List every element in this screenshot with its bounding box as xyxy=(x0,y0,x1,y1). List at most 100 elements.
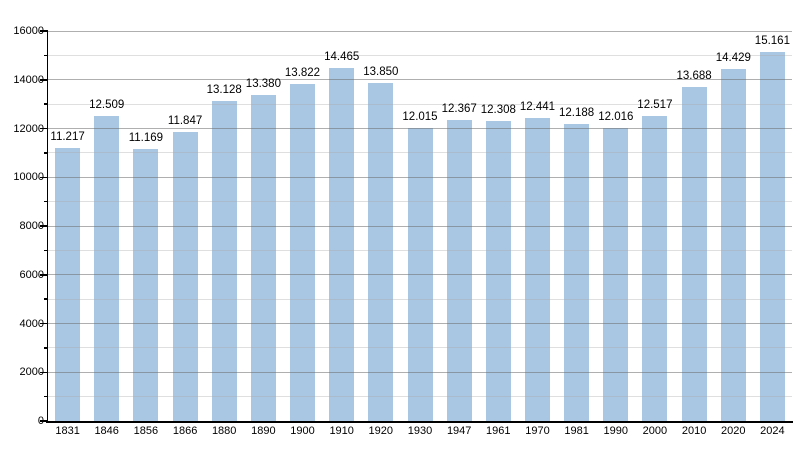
y-axis-tick xyxy=(40,176,47,178)
x-axis-label: 2000 xyxy=(642,425,668,437)
bar-value-label: 13.688 xyxy=(676,70,712,83)
bar-value-label: 14.465 xyxy=(324,51,360,64)
x-axis-label: 1981 xyxy=(564,425,589,437)
x-axis-label: 1831 xyxy=(55,425,80,437)
bar-value-label: 15.161 xyxy=(754,34,790,47)
bar-value-label: 11.847 xyxy=(167,115,203,128)
bar-value-label: 13.850 xyxy=(363,66,399,79)
bar xyxy=(172,132,198,421)
gridline-major xyxy=(48,225,792,227)
gridline-minor xyxy=(48,54,792,56)
gridline-major xyxy=(48,128,792,129)
y-axis-label: 12000 xyxy=(13,122,44,135)
gridline-major xyxy=(48,371,792,373)
x-axis-label: 1866 xyxy=(172,425,198,437)
bar-value-label: 12.367 xyxy=(441,102,477,115)
bar-value-label: 13.380 xyxy=(245,77,281,90)
gridline-major xyxy=(48,176,792,178)
gridline-minor xyxy=(48,249,792,251)
bar xyxy=(759,51,785,421)
bar-value-label: 12.509 xyxy=(89,99,125,112)
bar-value-label: 12.016 xyxy=(598,111,634,124)
gridline-major xyxy=(48,79,792,81)
gridline-minor xyxy=(48,152,792,154)
y-axis-label: 16000 xyxy=(13,25,44,37)
y-axis-label: 0 xyxy=(4,415,44,427)
y-axis-label: 14000 xyxy=(13,73,44,86)
x-axis-label: 1846 xyxy=(94,425,119,437)
gridline-minor xyxy=(48,201,792,203)
bar xyxy=(564,123,590,421)
x-axis-label: 1990 xyxy=(603,425,629,437)
gridline-minor xyxy=(48,347,792,349)
y-axis-tick xyxy=(40,225,47,227)
x-axis-label: 2010 xyxy=(681,425,707,437)
y-axis-tick xyxy=(44,103,47,105)
bar-value-label: 12.441 xyxy=(519,100,556,113)
gridline-minor xyxy=(48,103,792,105)
bar-value-label: 12.517 xyxy=(637,98,673,111)
y-axis-line xyxy=(46,30,48,421)
bar xyxy=(250,94,276,421)
y-axis-label: 2000 xyxy=(19,366,44,379)
y-axis-label: 4000 xyxy=(19,317,44,330)
y-axis-tick xyxy=(40,322,47,325)
bar xyxy=(446,119,472,421)
x-axis-label: 2020 xyxy=(721,425,746,437)
gridline-minor xyxy=(48,396,792,398)
x-axis-label: 1880 xyxy=(211,425,237,437)
bar xyxy=(525,117,550,421)
y-axis-tick xyxy=(44,249,47,252)
bar-value-label: 12.015 xyxy=(402,111,438,124)
y-axis-tick xyxy=(44,347,47,349)
bar xyxy=(290,84,315,421)
y-axis-tick xyxy=(44,298,47,300)
bar-value-label: 11.217 xyxy=(50,130,85,143)
y-axis-label: 8000 xyxy=(19,220,44,232)
y-axis-tick xyxy=(44,152,47,154)
y-axis-tick xyxy=(44,54,47,57)
y-axis-tick xyxy=(40,30,47,32)
bar xyxy=(133,148,159,421)
x-axis-label: 1970 xyxy=(525,425,550,437)
y-axis-label: 10000 xyxy=(13,171,44,184)
y-axis-tick xyxy=(40,79,47,81)
bar-value-label: 11.169 xyxy=(128,131,164,144)
bar xyxy=(681,87,707,421)
y-axis-tick xyxy=(40,274,47,276)
bar xyxy=(642,115,668,421)
bar xyxy=(211,101,237,421)
x-axis-label: 1900 xyxy=(290,425,315,437)
x-axis-label: 1910 xyxy=(329,425,354,437)
y-axis-tick xyxy=(44,200,47,203)
bar xyxy=(720,69,746,421)
x-axis-label: 1856 xyxy=(133,425,159,437)
y-axis-tick xyxy=(40,127,47,130)
y-axis-tick xyxy=(40,371,47,373)
bar-value-label: 12.308 xyxy=(480,104,516,116)
bar xyxy=(329,68,355,421)
bar xyxy=(55,147,81,421)
gridline-major xyxy=(48,323,792,324)
bar xyxy=(368,83,394,421)
bar-value-label: 13.822 xyxy=(284,67,321,80)
x-axis-label: 2024 xyxy=(760,425,785,437)
y-axis-label: 6000 xyxy=(19,268,44,281)
bar xyxy=(94,116,120,421)
x-axis-label: 1947 xyxy=(446,425,472,437)
x-axis-label: 1920 xyxy=(368,425,394,437)
y-axis-tick xyxy=(44,395,47,398)
bar-value-label: 13.128 xyxy=(206,84,242,96)
x-axis-line xyxy=(46,421,793,423)
bar-value-label: 12.188 xyxy=(559,106,595,119)
x-axis-label: 1890 xyxy=(251,425,276,437)
bar xyxy=(485,121,511,421)
x-axis-label: 1930 xyxy=(407,425,433,437)
gridline-major xyxy=(48,274,792,276)
y-axis-tick xyxy=(40,420,47,422)
gridline-minor xyxy=(48,298,792,300)
x-axis-label: 1961 xyxy=(486,425,511,437)
gridline-major xyxy=(48,30,792,32)
